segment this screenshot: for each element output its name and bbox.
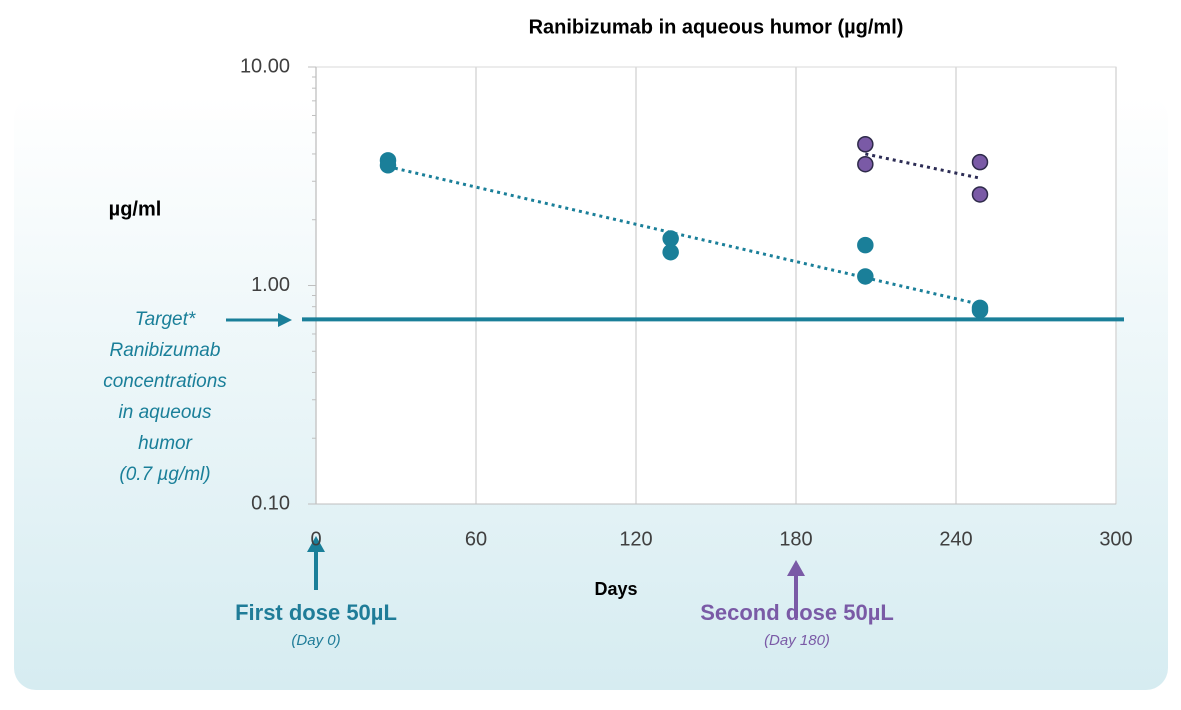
- x-tick-label: 240: [939, 528, 972, 550]
- target-arrow-head: [278, 313, 292, 327]
- x-tick-label: 60: [465, 528, 487, 550]
- target-label-line: (0.7 µg/ml): [119, 464, 210, 485]
- x-tick-label: 300: [1099, 528, 1132, 550]
- y-tick-label: 10.00: [240, 55, 290, 77]
- plot-area: [315, 66, 1117, 505]
- target-label-line: Ranibizumab: [110, 340, 221, 361]
- target-annotation: Target* Ranibizumab concentrations in aqueo…: [103, 309, 227, 485]
- chart-title: Ranibizumab in aqueous humor (µg/ml): [529, 16, 904, 38]
- data-point: [857, 136, 874, 153]
- first-dose-arrow-head: [307, 536, 325, 552]
- x-axis-label: Days: [594, 579, 637, 599]
- y-axis-label: µg/ml: [109, 198, 162, 220]
- target-label-line: concentrations: [103, 371, 227, 392]
- trendline: [387, 165, 981, 306]
- second-dose-label: Second dose 50µL: [700, 600, 894, 625]
- data-point: [857, 268, 874, 285]
- first-dose-label: First dose 50µL: [235, 600, 397, 625]
- target-label-line: humor: [138, 433, 193, 454]
- trendline: [865, 152, 981, 180]
- target-label-line: in aqueous: [119, 402, 212, 423]
- data-point: [857, 155, 874, 173]
- data-point: [857, 236, 874, 254]
- second-dose-day: (Day 180): [764, 632, 830, 649]
- first-dose-day: (Day 0): [291, 632, 340, 649]
- data-point: [662, 243, 679, 261]
- data-point: [971, 186, 989, 203]
- x-tick-label: 180: [779, 528, 812, 550]
- y-tick-label: 1.00: [251, 274, 290, 296]
- second-dose-arrow-head: [787, 560, 805, 576]
- data-point: [379, 157, 397, 174]
- x-tick-label: 120: [619, 528, 652, 550]
- target-label-line: Target*: [135, 309, 196, 330]
- x-tick-label: 0: [310, 528, 321, 550]
- data-point: [971, 153, 989, 171]
- data-point: [662, 230, 679, 247]
- data-point: [971, 302, 989, 319]
- y-tick-label: 0.10: [251, 492, 290, 514]
